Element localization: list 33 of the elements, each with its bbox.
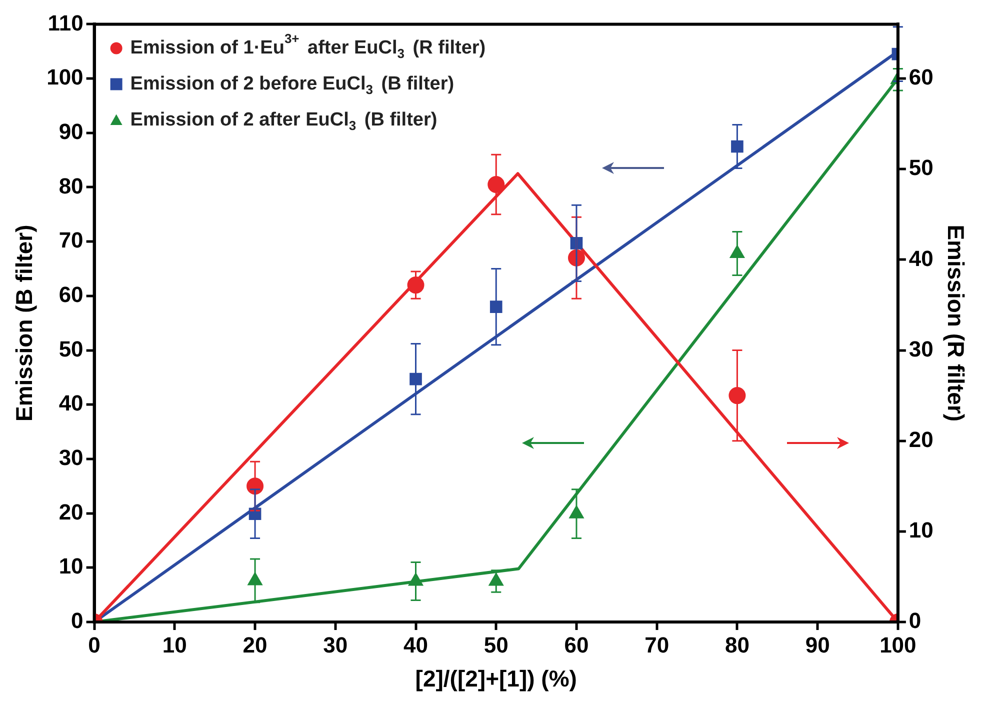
y-tick-label: 20: [58, 499, 84, 524]
y2-tick-label: 20: [908, 426, 934, 452]
y-tick-label: 50: [58, 336, 84, 362]
y2-tick-label: 40: [908, 246, 934, 271]
x-tick-label: 30: [323, 632, 348, 658]
x-axis-title: [2]/([2]+[1]) (%): [415, 666, 577, 692]
x-tick-label: 90: [805, 632, 830, 658]
y-tick-label: 70: [58, 228, 84, 253]
y-tick-label: 110: [48, 10, 84, 36]
x-tick-label: 80: [724, 632, 750, 658]
x-tick-label: 50: [484, 632, 508, 658]
y-tick-label: 0: [71, 608, 84, 634]
y-tick-label: 100: [46, 64, 84, 90]
x-tick-label: 0: [88, 632, 100, 658]
x-tick-label: 70: [644, 632, 670, 658]
x-tick-label: 40: [404, 632, 428, 658]
y2-tick-label: 10: [908, 517, 934, 542]
y-axis-title: Emission (B filter): [11, 224, 38, 422]
x-tick-label: 60: [564, 632, 589, 658]
y-tick-label: 80: [58, 173, 84, 198]
y2-tick-label: 30: [908, 336, 934, 362]
y-tick-label: 10: [58, 554, 84, 579]
y2-tick-label: 60: [908, 64, 934, 90]
y-tick-label: 40: [58, 390, 84, 416]
x-tick-label: 10: [162, 632, 187, 658]
x-tick-label: 100: [880, 632, 916, 658]
x-tick-label: 20: [242, 632, 268, 658]
y-tick-label: 30: [58, 445, 84, 470]
y2-axis-title: Emission (R filter): [942, 224, 969, 422]
y2-tick-label: 50: [908, 155, 934, 180]
y-tick-label: 60: [58, 282, 84, 307]
y-tick-label: 90: [58, 118, 84, 144]
y2-tick-label: 0: [908, 608, 922, 634]
